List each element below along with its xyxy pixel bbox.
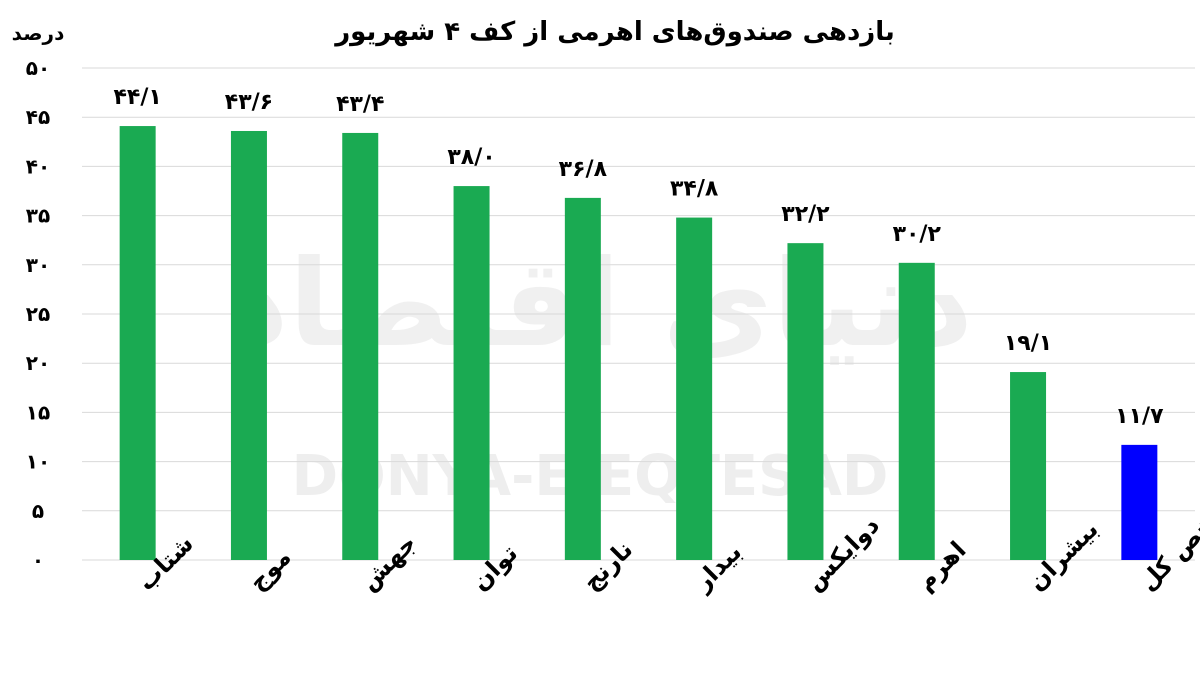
- y-tick-label: ۳۵: [26, 204, 50, 228]
- gridlines: [82, 67, 1195, 561]
- bars: [119, 126, 1158, 561]
- bar: [1010, 372, 1047, 560]
- y-axis-ticks: ۰ ۵ ۱۰ ۱۵ ۲۰ ۲۵ ۳۰ ۳۵ ۴۰ ۴۵ ۵۰: [26, 56, 50, 572]
- y-axis-label: درصد: [12, 21, 65, 45]
- bar: [453, 186, 490, 560]
- bar: [564, 197, 601, 560]
- data-label: ۴۴/۱: [113, 85, 161, 110]
- y-tick-label: ۲۵: [26, 302, 50, 326]
- y-tick-label: ۰: [32, 548, 44, 572]
- data-label: ۱۹/۱: [1004, 331, 1052, 356]
- bar: [676, 217, 713, 560]
- y-tick-label: ۱۵: [26, 400, 50, 424]
- y-tick-label: ۴۵: [26, 105, 50, 129]
- y-tick-label: ۵۰: [26, 56, 50, 80]
- bar: [119, 126, 156, 560]
- data-label: ۴۳/۶: [225, 90, 273, 115]
- data-label: ۳۲/۲: [781, 202, 830, 227]
- bar: [1121, 444, 1158, 560]
- bar: [342, 132, 379, 560]
- data-label: ۳۰/۲: [893, 222, 942, 247]
- bar: [787, 243, 824, 561]
- y-tick-label: ۲۰: [26, 351, 50, 375]
- value-labels: ۴۴/۱ ۴۳/۶ ۴۳/۴ ۳۸/۰ ۳۶/۸ ۳۴/۸ ۳۲/۲ ۳۰/۲ ۱۹/۱ ۱۱/۷: [113, 85, 1164, 429]
- data-label: ۱۱/۷: [1115, 404, 1164, 429]
- y-tick-label: ۱۰: [26, 450, 50, 474]
- y-tick-label: ۳۰: [26, 253, 50, 277]
- data-label: ۳۸/۰: [447, 145, 495, 170]
- y-tick-label: ۵: [32, 499, 44, 523]
- data-label: ۴۳/۴: [336, 92, 384, 117]
- chart-title: بازدهی صندوق‌های اهرمی از کف ۴ شهریور: [333, 17, 895, 47]
- data-label: ۳۶/۸: [559, 157, 608, 182]
- bar: [230, 130, 267, 560]
- y-tick-label: ۴۰: [26, 154, 50, 178]
- data-label: ۳۴/۸: [670, 177, 719, 202]
- bar: [898, 262, 935, 560]
